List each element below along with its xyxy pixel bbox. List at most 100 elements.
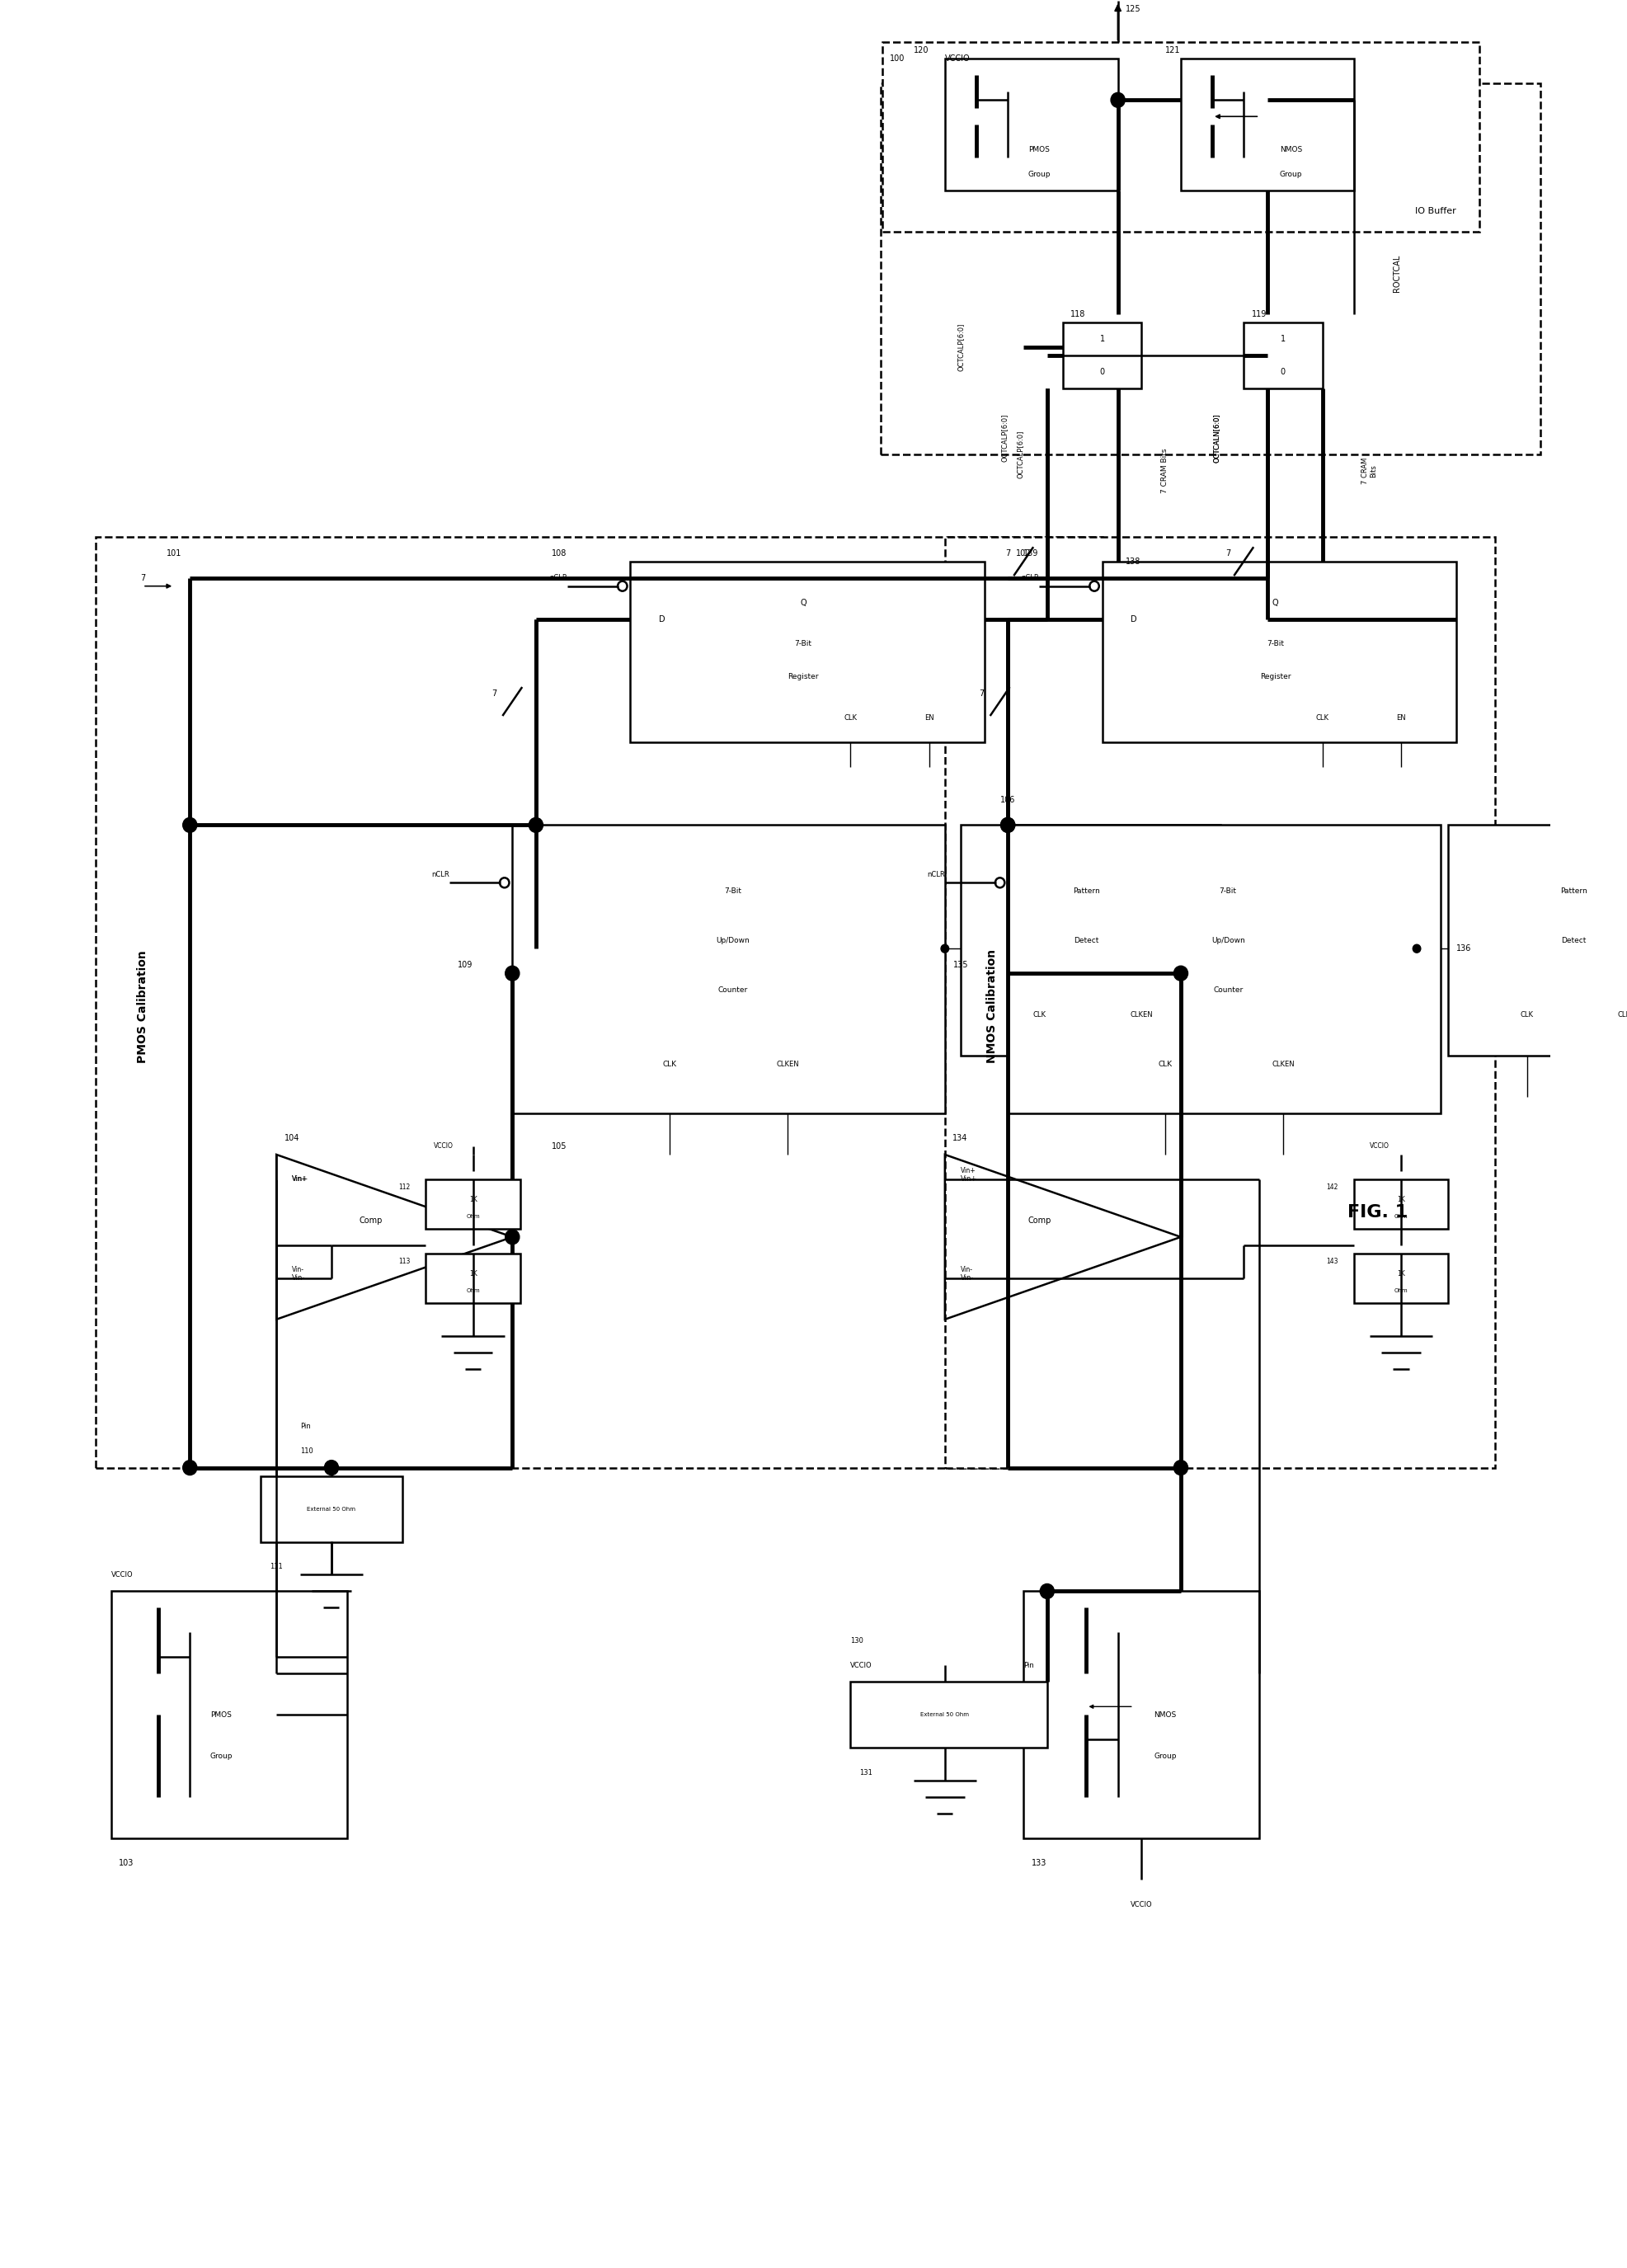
Text: Detect: Detect	[1562, 937, 1586, 943]
Bar	[880, 84, 1541, 454]
Text: Vin+: Vin+	[960, 1175, 978, 1184]
Circle shape	[1173, 1461, 1188, 1474]
Text: PMOS: PMOS	[210, 1710, 233, 1719]
Text: 112: 112	[399, 1184, 410, 1191]
Circle shape	[506, 1229, 519, 1245]
Text: VCCIO: VCCIO	[851, 1662, 872, 1669]
Text: 1K: 1K	[469, 1195, 477, 1204]
Text: NMOS: NMOS	[1154, 1710, 1176, 1719]
Text: VCCIO: VCCIO	[434, 1143, 454, 1150]
Circle shape	[182, 819, 197, 832]
Bar	[96, 538, 1101, 1467]
Bar	[882, 43, 1479, 231]
Text: Group: Group	[210, 1753, 233, 1760]
Text: Group: Group	[1154, 1753, 1176, 1760]
Text: Up/Down: Up/Down	[1210, 937, 1245, 943]
Text: CLKEN: CLKEN	[1272, 1059, 1295, 1068]
Text: Detect: Detect	[1074, 937, 1098, 943]
Text: Ohm: Ohm	[1394, 1213, 1407, 1218]
Text: Comp: Comp	[360, 1216, 382, 1225]
Bar	[260, 1476, 402, 1542]
Text: 104: 104	[285, 1134, 299, 1143]
Text: Vin+: Vin+	[293, 1175, 308, 1184]
Circle shape	[1111, 93, 1124, 107]
Text: PMOS Calibration: PMOS Calibration	[137, 950, 148, 1064]
Text: 0: 0	[1280, 367, 1285, 376]
Text: 133: 133	[1032, 1860, 1046, 1867]
Text: 1: 1	[1100, 336, 1105, 342]
Text: 119: 119	[1251, 311, 1267, 318]
Bar	[630, 562, 984, 742]
Text: 130: 130	[851, 1637, 864, 1644]
Text: 136: 136	[1456, 943, 1471, 953]
Text: Q: Q	[800, 599, 807, 608]
Circle shape	[1040, 1583, 1054, 1599]
Text: 1K: 1K	[469, 1270, 477, 1277]
Text: nCLR: nCLR	[431, 871, 449, 878]
Bar	[1243, 322, 1323, 388]
Text: 109: 109	[457, 962, 473, 968]
Text: Ohm: Ohm	[467, 1213, 480, 1218]
Text: Comp: Comp	[1028, 1216, 1051, 1225]
Text: Vin-: Vin-	[293, 1266, 304, 1275]
Circle shape	[529, 819, 543, 832]
Text: OCTCALP[6:0]: OCTCALP[6:0]	[957, 322, 965, 372]
Text: 139: 139	[1023, 549, 1038, 558]
Text: 102: 102	[1015, 549, 1032, 558]
Bar	[1354, 1254, 1448, 1302]
Text: Vin+: Vin+	[293, 1175, 309, 1184]
Text: nCLR: nCLR	[927, 871, 945, 878]
Text: Group: Group	[1279, 170, 1302, 177]
Circle shape	[1412, 943, 1420, 953]
Bar	[1062, 322, 1142, 388]
Text: VCCIO: VCCIO	[1370, 1143, 1389, 1150]
Text: Register: Register	[787, 674, 818, 680]
Text: Register: Register	[1259, 674, 1290, 680]
Text: 1K: 1K	[1398, 1270, 1406, 1277]
Bar	[1101, 562, 1456, 742]
Circle shape	[940, 943, 949, 953]
Text: 138: 138	[1126, 558, 1141, 565]
Text: 103: 103	[119, 1860, 135, 1867]
Text: 1: 1	[1280, 336, 1285, 342]
Bar	[1023, 1592, 1259, 1839]
Text: Vin+: Vin+	[960, 1168, 976, 1175]
Text: 131: 131	[859, 1769, 872, 1776]
Bar	[1181, 59, 1354, 191]
Bar	[426, 1179, 521, 1229]
Text: Ohm: Ohm	[1394, 1288, 1407, 1293]
Text: 125: 125	[1126, 5, 1141, 14]
Text: Vin-: Vin-	[960, 1266, 973, 1275]
Text: 113: 113	[399, 1259, 410, 1266]
Text: D: D	[1131, 615, 1137, 624]
Text: 7: 7	[979, 689, 984, 696]
Text: CLK: CLK	[662, 1059, 677, 1068]
Text: D: D	[659, 615, 665, 624]
Text: PMOS: PMOS	[1028, 145, 1049, 154]
Bar	[111, 1592, 347, 1839]
Text: 0: 0	[1100, 367, 1105, 376]
Text: Q: Q	[1272, 599, 1279, 608]
Text: CLK: CLK	[844, 714, 857, 721]
Text: CLKEN: CLKEN	[1617, 1012, 1627, 1018]
Circle shape	[182, 1461, 197, 1474]
Bar	[945, 59, 1118, 191]
Text: VCCIO: VCCIO	[1131, 1901, 1152, 1907]
Text: Pattern: Pattern	[1072, 887, 1100, 894]
Circle shape	[1173, 966, 1188, 980]
Text: nCLR: nCLR	[550, 574, 568, 581]
Text: EN: EN	[1396, 714, 1406, 721]
Text: 110: 110	[299, 1447, 312, 1454]
Text: 120: 120	[913, 45, 929, 54]
Text: EN: EN	[924, 714, 934, 721]
Text: 111: 111	[270, 1563, 283, 1569]
Text: 7-Bit: 7-Bit	[724, 887, 742, 894]
Text: 143: 143	[1326, 1259, 1337, 1266]
Text: 7-Bit: 7-Bit	[1266, 640, 1284, 646]
Bar	[960, 826, 1220, 1055]
Circle shape	[1001, 819, 1015, 832]
Text: CLK: CLK	[1520, 1012, 1534, 1018]
Text: 121: 121	[1165, 45, 1180, 54]
Circle shape	[324, 1461, 338, 1474]
Circle shape	[506, 966, 519, 980]
